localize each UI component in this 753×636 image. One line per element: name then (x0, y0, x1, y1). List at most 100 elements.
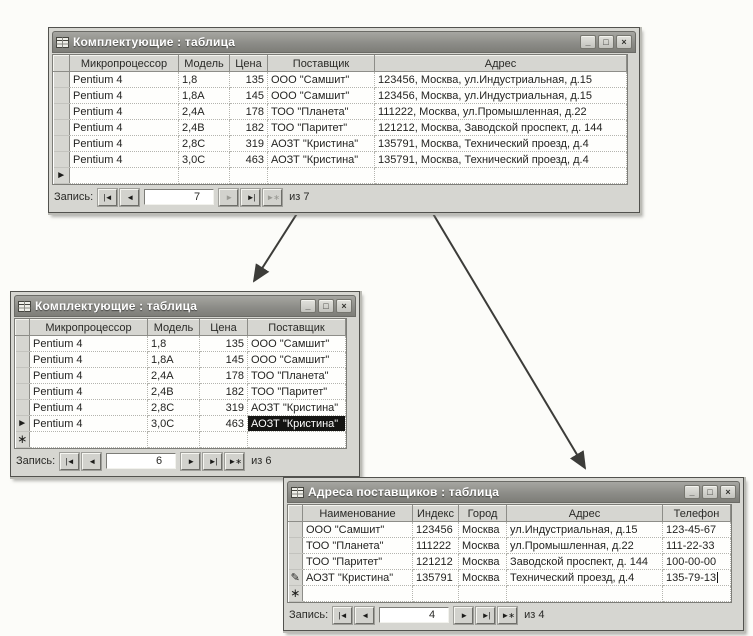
table-cell[interactable]: Pentium 4 (69, 103, 179, 120)
table-cell[interactable]: 123456, Москва, ул.Индустриальная, д.15 (374, 71, 627, 88)
row-current-icon[interactable]: ► (53, 167, 70, 184)
row-selector[interactable] (53, 119, 70, 136)
table-cell[interactable]: 135791 (412, 569, 459, 586)
row-selector[interactable] (53, 135, 70, 152)
table-cell[interactable]: Pentium 4 (69, 71, 179, 88)
table-cell[interactable]: Заводской проспект, д. 144 (506, 553, 663, 570)
row-selector[interactable] (53, 151, 70, 168)
first-record-button[interactable]: |◄ (333, 606, 353, 624)
column-header[interactable]: Цена (199, 319, 248, 336)
table-cell[interactable]: Pentium 4 (69, 135, 179, 152)
table-cell[interactable]: 178 (199, 367, 248, 384)
table-cell[interactable]: 319 (229, 135, 268, 152)
table-cell[interactable]: 100-00-00 (662, 553, 731, 570)
first-record-button[interactable]: |◄ (60, 452, 80, 470)
table-cell[interactable]: АОЗТ "Кристина" (267, 135, 375, 152)
table-cell[interactable]: Pentium 4 (69, 151, 179, 168)
table-cell[interactable] (199, 431, 248, 448)
table-cell[interactable]: 1,8 (178, 71, 230, 88)
table-cell[interactable]: 3,0C (178, 151, 230, 168)
table-cell[interactable]: Технический проезд, д.4 (506, 569, 663, 586)
table-cell[interactable]: 123456 (412, 521, 459, 538)
table-cell[interactable]: 2,8C (147, 399, 200, 416)
table-cell[interactable]: Pentium 4 (29, 367, 148, 384)
table-cell[interactable]: 1,8A (178, 87, 230, 104)
table-cell[interactable]: Pentium 4 (69, 119, 179, 136)
table-cell[interactable]: 2,8C (178, 135, 230, 152)
table-cell[interactable] (178, 167, 230, 184)
last-record-button[interactable]: ►| (203, 452, 223, 470)
table-cell[interactable]: ООО "Самшит" (267, 87, 375, 104)
maximize-icon[interactable]: □ (702, 485, 718, 499)
table-cell[interactable]: 2,4A (147, 367, 200, 384)
column-header[interactable]: Микропроцессор (29, 319, 148, 336)
table-cell[interactable]: ТОО "Планета" (247, 367, 346, 384)
table-cell[interactable]: Москва (458, 521, 507, 538)
minimize-icon[interactable]: _ (300, 299, 316, 313)
minimize-icon[interactable]: _ (684, 485, 700, 499)
table-cell[interactable] (412, 585, 459, 602)
column-header[interactable]: Поставщик (267, 55, 375, 72)
table-cell[interactable]: ООО "Самшит" (247, 351, 346, 368)
row-new-icon[interactable]: ∗ (15, 431, 30, 448)
select-all-corner[interactable] (53, 55, 70, 72)
next-record-button[interactable]: ► (219, 188, 239, 206)
table-cell[interactable]: Pentium 4 (29, 399, 148, 416)
table-cell[interactable]: 2,4A (178, 103, 230, 120)
titlebar[interactable]: Комплектующие : таблица _ □ × (52, 31, 636, 53)
table-cell[interactable]: 145 (229, 87, 268, 104)
table-cell[interactable]: АОЗТ "Кристина" (267, 151, 375, 168)
close-icon[interactable]: × (336, 299, 352, 313)
row-new-icon[interactable]: ∗ (288, 585, 303, 602)
table-cell[interactable]: 123456, Москва, ул.Индустриальная, д.15 (374, 87, 627, 104)
select-all-corner[interactable] (15, 319, 30, 336)
row-edit-icon[interactable]: ✎ (288, 569, 303, 586)
table-cell[interactable]: 1,8A (147, 351, 200, 368)
record-number-input[interactable]: 4 (379, 607, 450, 623)
table-cell[interactable] (229, 167, 268, 184)
table-cell[interactable] (374, 167, 627, 184)
row-selector[interactable] (288, 537, 303, 554)
table-cell[interactable]: ТОО "Паритет" (247, 383, 346, 400)
row-selector[interactable] (15, 367, 30, 384)
close-icon[interactable]: × (616, 35, 632, 49)
new-record-button[interactable]: ►∗ (225, 452, 245, 470)
table-cell[interactable] (458, 585, 507, 602)
table-cell[interactable]: 178 (229, 103, 268, 120)
titlebar[interactable]: Адреса поставщиков : таблица _ □ × (287, 481, 740, 503)
table-cell[interactable]: 319 (199, 399, 248, 416)
table-cell[interactable] (247, 431, 346, 448)
column-header[interactable]: Город (458, 505, 507, 522)
table-cell[interactable]: ТОО "Планета" (302, 537, 413, 554)
table-cell[interactable]: 135791, Москва, Технический проезд, д.4 (374, 135, 627, 152)
table-cell[interactable]: 111-22-33 (662, 537, 731, 554)
table-cell[interactable] (662, 585, 731, 602)
table-cell[interactable]: АОЗТ "Кристина" (247, 399, 346, 416)
table-cell[interactable]: Москва (458, 569, 507, 586)
last-record-button[interactable]: ►| (241, 188, 261, 206)
first-record-button[interactable]: |◄ (98, 188, 118, 206)
next-record-button[interactable]: ► (181, 452, 201, 470)
row-selector[interactable] (15, 351, 30, 368)
table-cell[interactable]: ООО "Самшит" (267, 71, 375, 88)
table-cell[interactable]: 111222, Москва, ул.Промышленная, д.22 (374, 103, 627, 120)
column-header[interactable]: Поставщик (247, 319, 346, 336)
table-cell[interactable]: 111222 (412, 537, 459, 554)
table-cell[interactable]: 463 (229, 151, 268, 168)
maximize-icon[interactable]: □ (598, 35, 614, 49)
column-header[interactable]: Модель (147, 319, 200, 336)
table-cell[interactable]: ТОО "Планета" (267, 103, 375, 120)
table-cell[interactable]: ул.Промышленная, д.22 (506, 537, 663, 554)
close-icon[interactable]: × (720, 485, 736, 499)
table-cell[interactable]: 135791, Москва, Технический проезд, д.4 (374, 151, 627, 168)
table-cell[interactable]: 121212, Москва, Заводской проспект, д. 1… (374, 119, 627, 136)
column-header[interactable]: Цена (229, 55, 268, 72)
minimize-icon[interactable]: _ (580, 35, 596, 49)
table-cell[interactable]: 135 (229, 71, 268, 88)
table-cell[interactable]: ООО "Самшит" (302, 521, 413, 538)
table-cell[interactable]: 463 (199, 415, 248, 432)
row-selector[interactable] (15, 335, 30, 352)
table-cell[interactable] (69, 167, 179, 184)
row-selector[interactable] (288, 553, 303, 570)
record-number-input[interactable]: 7 (144, 189, 215, 205)
